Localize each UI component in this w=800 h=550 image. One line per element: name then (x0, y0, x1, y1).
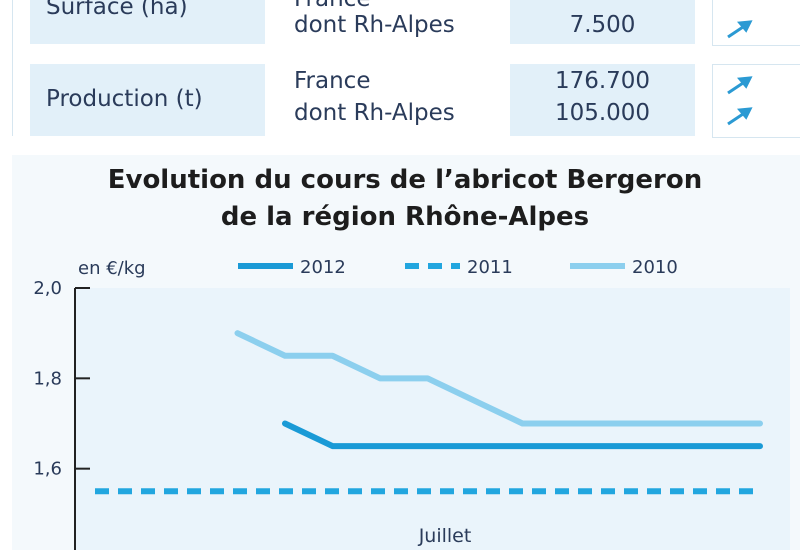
y-tick-label: 1,6 (33, 459, 62, 480)
chart-title: de la région Rhône-Alpes (221, 202, 589, 232)
row-value: 7.500 (569, 12, 636, 38)
row-scope: France (294, 0, 370, 16)
label-cell (30, 64, 265, 136)
row-scope: France (294, 68, 371, 94)
line-series (234, 330, 763, 427)
x-axis-label: Juillet (418, 525, 472, 547)
y-axis-label: en €/kg (78, 258, 146, 279)
row-label: Production (t) (46, 86, 203, 112)
row-scope: dont Rh-Alpes (294, 12, 455, 38)
value-cell (510, 0, 695, 44)
legend-label: 2012 (300, 257, 346, 278)
legend-label: 2010 (632, 257, 678, 278)
plot-area (75, 288, 790, 550)
label-cell (30, 0, 265, 44)
trend-icons (727, 20, 753, 126)
row-scope: dont Rh-Alpes (294, 100, 455, 126)
row-label: Surface (ha) (46, 0, 188, 20)
arrow-cell (712, 0, 800, 46)
y-tick-label: 1,8 (33, 368, 62, 389)
chart: Evolution du cours de l’abricot Bergeron… (12, 155, 800, 550)
trend-arrow (727, 20, 753, 126)
legend-label: 2011 (467, 257, 513, 278)
y-tick-label: 2,0 (33, 278, 62, 299)
line-series (282, 420, 763, 450)
row-value: 105.000 (554, 100, 651, 126)
row-value: 176.700 (554, 68, 651, 94)
divider (12, 0, 13, 136)
value-cell (510, 64, 695, 136)
arrow-cell (712, 64, 800, 138)
chart-title: Evolution du cours de l’abricot Bergeron (108, 165, 703, 195)
